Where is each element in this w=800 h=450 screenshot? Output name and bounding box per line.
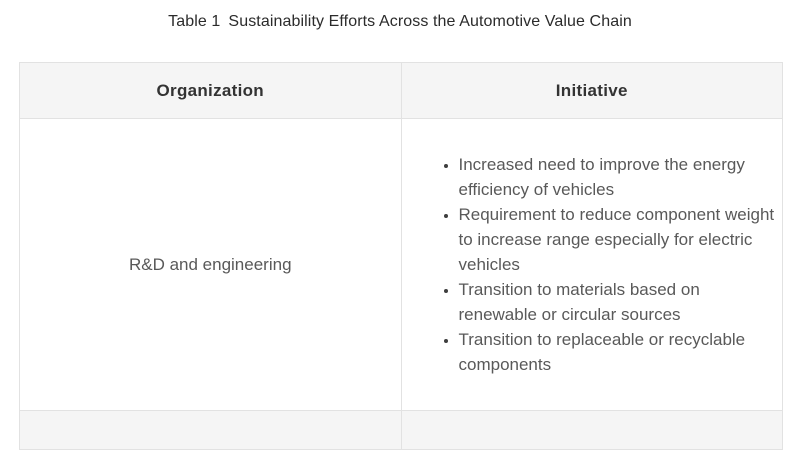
caption-label: Table 1 bbox=[168, 13, 221, 30]
caption-title: Sustainability Efforts Across the Automo… bbox=[228, 13, 632, 30]
initiative-item: Transition to replaceable or recyclable … bbox=[459, 327, 777, 377]
page: { "caption": { "label": "Table 1", "titl… bbox=[0, 0, 800, 426]
next-organization-cell-partial bbox=[19, 410, 402, 450]
table-caption: Table 1 Sustainability Efforts Across the… bbox=[0, 13, 800, 31]
organization-label: R&D and engineering bbox=[128, 254, 292, 274]
header-row: Organization Initiative bbox=[19, 62, 783, 119]
initiative-list: Increased need to improve the energy eff… bbox=[402, 152, 777, 377]
organization-cell: R&D and engineering bbox=[19, 118, 402, 411]
table-row: R&D and engineering Increased need to im… bbox=[19, 118, 783, 411]
column-header-organization: Organization bbox=[19, 62, 402, 119]
initiative-item: Transition to materials based on renewab… bbox=[459, 277, 777, 327]
initiative-item: Increased need to improve the energy eff… bbox=[459, 152, 777, 202]
initiative-cell: Increased need to improve the energy eff… bbox=[400, 118, 783, 411]
initiative-item: Requirement to reduce component weight t… bbox=[459, 202, 777, 277]
sustainability-table: Organization Initiative R&D and engineer… bbox=[19, 62, 783, 450]
next-initiative-cell-partial bbox=[400, 410, 783, 450]
next-table-row-partial bbox=[19, 410, 783, 450]
column-header-initiative: Initiative bbox=[400, 62, 783, 119]
